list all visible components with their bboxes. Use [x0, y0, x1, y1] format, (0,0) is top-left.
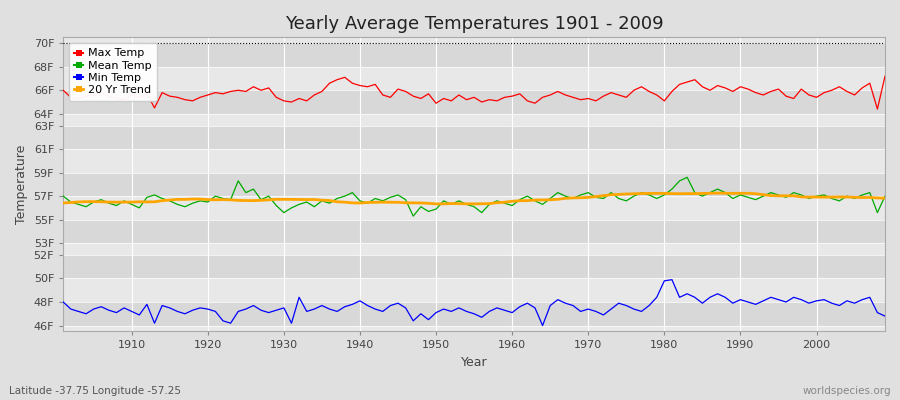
Bar	[63, 302, 885, 326]
Y-axis label: Temperature: Temperature	[15, 145, 28, 224]
Bar	[63, 220, 885, 243]
Bar	[63, 43, 885, 67]
X-axis label: Year: Year	[461, 356, 488, 369]
Title: Yearly Average Temperatures 1901 - 2009: Yearly Average Temperatures 1901 - 2009	[284, 15, 663, 33]
Bar	[63, 114, 885, 126]
Legend: Max Temp, Mean Temp, Min Temp, 20 Yr Trend: Max Temp, Mean Temp, Min Temp, 20 Yr Tre…	[68, 43, 157, 101]
Bar	[63, 243, 885, 255]
Bar	[63, 278, 885, 302]
Text: worldspecies.org: worldspecies.org	[803, 386, 891, 396]
Bar	[63, 196, 885, 220]
Bar	[63, 90, 885, 114]
Bar	[63, 173, 885, 196]
Bar	[63, 149, 885, 173]
Bar	[63, 126, 885, 149]
Bar	[63, 67, 885, 90]
Bar	[63, 255, 885, 278]
Text: Latitude -37.75 Longitude -57.25: Latitude -37.75 Longitude -57.25	[9, 386, 181, 396]
